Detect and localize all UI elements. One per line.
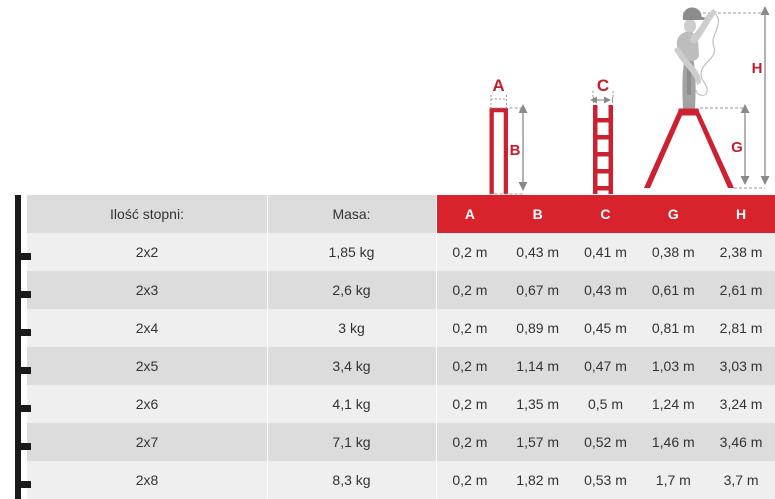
svg-text:H: H [752, 60, 763, 77]
svg-text:B: B [510, 142, 521, 159]
svg-text:G: G [731, 139, 743, 156]
svg-text:A: A [492, 76, 504, 95]
svg-text:C: C [597, 76, 609, 95]
